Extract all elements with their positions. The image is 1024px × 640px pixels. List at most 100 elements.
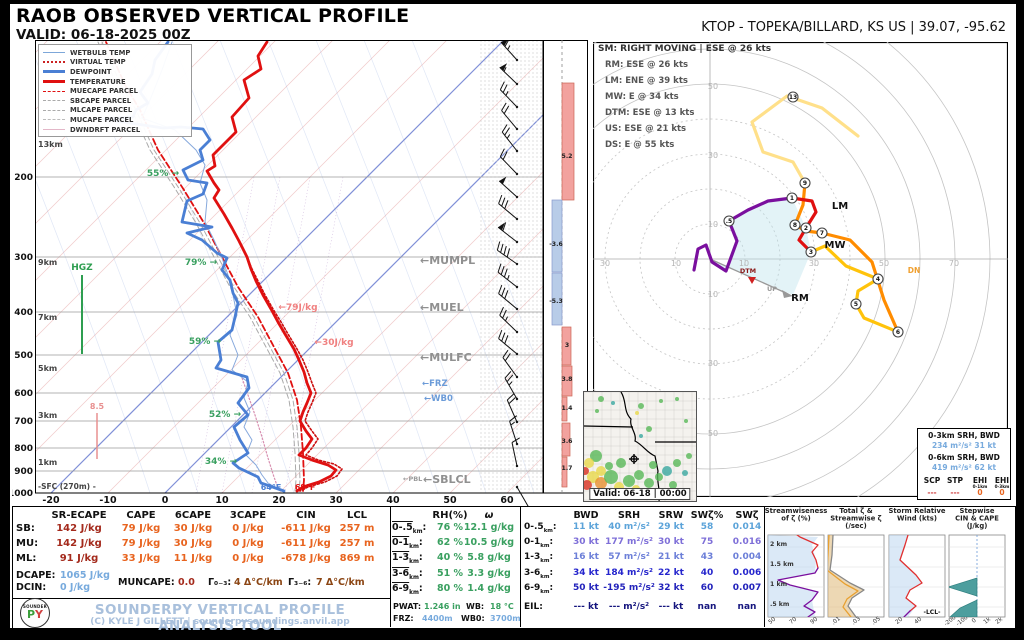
surface-temp-label: 68°F [295, 483, 316, 492]
km-marker-label: 3 [809, 249, 813, 256]
radar-echo [646, 426, 652, 432]
lapse-3-6-value: 7 Δ°C/km [316, 577, 365, 588]
pressure-tick-label: 500 [14, 351, 33, 361]
barb-zone-hatch [480, 40, 543, 493]
legend-line-sample [43, 90, 65, 92]
lapse-0-3-value: 4 Δ°C/km [234, 577, 283, 588]
height-label: 13km [38, 140, 63, 149]
level-annotation: ←MUEL [420, 301, 464, 314]
panel-title: (/sec) [845, 522, 866, 530]
layer-label: 1-3km: [524, 552, 554, 564]
hodo-point-label-rm: RM [791, 293, 809, 304]
radar-echo [596, 466, 606, 476]
kin-col-header: BWD [573, 510, 599, 521]
wb-value: 18 °C [490, 602, 514, 611]
kin-col-header: SWζ [735, 510, 759, 521]
radar-echo [604, 470, 618, 484]
w-value: 10.5 g/kg [463, 537, 515, 548]
km-marker [872, 273, 884, 285]
kin-col-header: SRH [617, 510, 641, 521]
legend-label: WETBULB TEMP [70, 48, 131, 57]
thermo-col-header: 3CAPE [229, 510, 267, 521]
kin-cell: 30 kt [573, 537, 599, 547]
pressure-tick-label: 200 [14, 173, 33, 183]
pwat-value: 1.246 in [424, 602, 461, 611]
rh-annotation: 59% → [189, 337, 222, 347]
ring-label: 70 [949, 259, 959, 268]
w-value: 1.4 g/kg [467, 583, 511, 594]
cape-annotation: ←79J/kg [278, 303, 317, 313]
composite-subheader: 0-3km [994, 484, 1010, 489]
muecape-parcel-line [105, 41, 305, 492]
streamwise-fill [768, 535, 818, 617]
radar-echo [675, 397, 679, 401]
kin-cell: 21 kt [658, 552, 684, 562]
radar-echo [635, 411, 639, 415]
panel-title: Streamwiseness [765, 507, 827, 515]
composite-header: SCP [923, 476, 941, 485]
isotherm [221, 171, 543, 493]
temperature-line [205, 40, 338, 493]
hodo-trace-0-1km [692, 196, 794, 273]
kin-cell: 60 [700, 583, 714, 593]
wb0-label: WB0: [461, 614, 485, 623]
rh-annotation: 34% → [205, 457, 238, 467]
km-marker-label: 4 [876, 276, 880, 283]
kin-cell: 0.007 [732, 583, 762, 593]
temp-tick-label: -20 [42, 495, 60, 506]
radar-echo [673, 459, 681, 467]
legend-row: DEWPOINT [43, 67, 187, 77]
layer-label: 1-3km: [392, 552, 423, 565]
thermo-cell: 33 J/kg [121, 553, 161, 564]
pressure-tick-label: 400 [14, 308, 33, 318]
thermo-row-header: MU: [16, 538, 39, 549]
legend-row: VIRTUAL TEMP [43, 58, 187, 68]
thermo-col-header: CAPE [126, 510, 156, 521]
thermo-col-header: 6CAPE [174, 510, 212, 521]
hodo-point-label-dn: DN [908, 266, 921, 275]
rh-value: 76 % [436, 522, 464, 533]
legend-line-sample [43, 70, 65, 74]
legend-row: MUECAPE PARCEL [43, 86, 187, 96]
station-info: KTOP - TOPEKA/BILLARD, KS US | 39.07, -9… [701, 20, 1006, 35]
kin-cell: 177 m²/s² [605, 537, 653, 547]
thermo-cell: 257 m [339, 538, 375, 549]
kin-col-header: SWζ% [690, 510, 724, 521]
thermo-cell: 79 J/kg [121, 538, 161, 549]
radar-site-marker [630, 455, 638, 463]
thermo-cell: 142 J/kg [56, 538, 102, 549]
wind-barb [499, 148, 519, 176]
kin-cell: nan [697, 602, 717, 612]
radar-echo [611, 401, 615, 405]
wind-barb [498, 176, 519, 199]
legend-row: WETBULB TEMP [43, 48, 187, 58]
km-marker [805, 246, 817, 258]
pwat-label: PWAT: [393, 602, 422, 611]
ring-label: 30 [708, 151, 718, 160]
thermo-row-header: ML: [16, 553, 37, 564]
pressure-tick-label: 900 [14, 467, 33, 477]
temp-tick-label: 20 [272, 495, 286, 506]
dcape-value: 1065 J/kg [60, 570, 110, 581]
composite-value: --- [950, 488, 960, 497]
thermo-cell: 30 J/kg [173, 523, 213, 534]
mixing-ratio-line [284, 176, 344, 493]
kin-cell: 57 m²/s² [608, 552, 650, 562]
kin-cell: nan [737, 602, 757, 612]
kin-cell: --- kt [573, 602, 599, 612]
km-marker-label: 13 [789, 94, 797, 101]
radar-echo [616, 458, 626, 468]
ring-label: 50 [708, 429, 718, 438]
srh-box-header: 0-6km SRH, BWD [928, 453, 1000, 462]
panel-tick-label: 90 [810, 616, 820, 625]
omega-bar [561, 82, 575, 201]
hodo-trace-9-13km [750, 94, 860, 185]
km-marker [787, 91, 799, 103]
sfc-label: -SFC (270m) - [38, 482, 96, 491]
stats-strip-frame [12, 506, 1016, 629]
ring-label: 30 [600, 259, 610, 268]
rh-annotation: 52% → [209, 410, 242, 420]
motion-line: MW: E @ 34 kts [605, 92, 679, 102]
kin-cell: --- m²/s² [608, 602, 650, 612]
